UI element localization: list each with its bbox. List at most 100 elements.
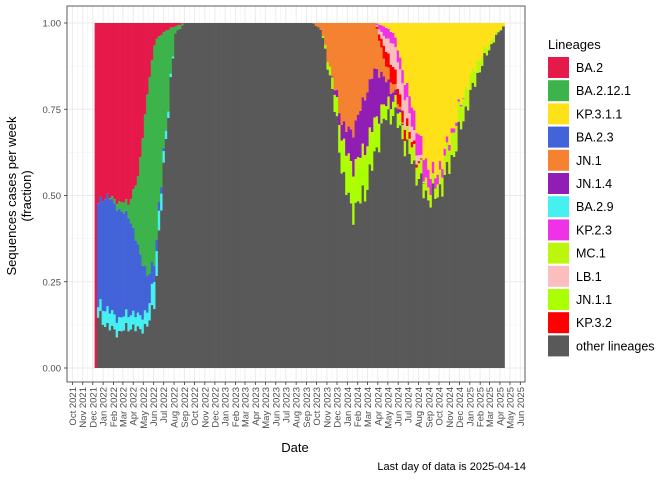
bar-segment xyxy=(406,83,409,97)
bar-segment xyxy=(378,25,381,30)
bar-segment xyxy=(383,77,386,105)
bar-segment xyxy=(127,331,130,368)
bar-segment xyxy=(408,132,411,139)
legend-swatch xyxy=(548,103,569,124)
bar-segment xyxy=(378,124,381,130)
bar-segment xyxy=(439,23,442,161)
bar-segment xyxy=(462,99,465,121)
bar-segment xyxy=(380,104,383,108)
bar-segment xyxy=(109,198,112,199)
bar-segment xyxy=(408,23,411,96)
bar-segment xyxy=(369,127,372,135)
x-tick-label: May 2023 xyxy=(261,387,272,429)
y-tick-label: 0.00 xyxy=(43,364,62,375)
bar-segment xyxy=(280,23,283,368)
bar-segment xyxy=(324,49,327,368)
bar-segment xyxy=(446,162,449,368)
bar-segment xyxy=(343,121,346,139)
bar-segment xyxy=(322,38,325,368)
bar-segment xyxy=(441,169,444,178)
bar-segment xyxy=(301,23,304,368)
y-tick-label: 1.00 xyxy=(43,19,62,30)
bar-segment xyxy=(359,158,362,169)
bar-segment xyxy=(109,330,112,368)
bar-segment xyxy=(102,201,105,311)
bar-segment xyxy=(99,311,102,368)
bar-segment xyxy=(153,23,156,45)
bar-segment xyxy=(364,166,367,202)
bar-segment xyxy=(359,23,362,111)
bar-segment xyxy=(455,151,458,368)
bar-segment xyxy=(490,44,493,368)
bar-segment xyxy=(317,27,320,368)
bar-segment xyxy=(160,35,163,187)
bar-segment xyxy=(113,199,116,203)
bar-segment xyxy=(95,23,98,368)
x-tick-label: Jul 2023 xyxy=(281,387,292,423)
bar-segment xyxy=(458,122,461,368)
bar-segment xyxy=(448,145,451,151)
bar-segment xyxy=(172,27,175,56)
bar-segment xyxy=(305,23,308,368)
y-tick-label: 0.50 xyxy=(43,191,62,202)
bar-segment xyxy=(413,23,416,111)
bar-segment xyxy=(315,26,318,368)
bar-segment xyxy=(397,89,400,104)
bar-segment xyxy=(401,139,404,368)
bar-segment xyxy=(153,266,156,282)
y-axis-title-line-2: (fraction) xyxy=(19,170,34,221)
bar-segment xyxy=(488,44,491,50)
bar-segment xyxy=(465,23,468,86)
legend-label: JN.1.4 xyxy=(576,177,612,191)
legend-label: LB.1 xyxy=(576,270,602,284)
bar-segment xyxy=(497,32,500,368)
bar-segment xyxy=(486,23,489,48)
bar-segment xyxy=(413,144,416,160)
bar-segment xyxy=(446,142,449,162)
bar-segment xyxy=(404,23,407,85)
bar-segment xyxy=(390,109,393,115)
bar-segment xyxy=(495,23,498,32)
bar-segment xyxy=(158,202,161,211)
bar-segment xyxy=(474,87,477,368)
bar-segment xyxy=(497,23,500,30)
bar-segment xyxy=(97,23,100,203)
bar-segment xyxy=(348,162,351,193)
bar-segment xyxy=(139,254,142,315)
bar-segment xyxy=(392,116,395,368)
bar-segment xyxy=(160,210,163,368)
bar-segment xyxy=(394,47,397,69)
bar-segment xyxy=(427,200,430,368)
bar-segment xyxy=(319,23,322,30)
bar-segment xyxy=(392,33,395,44)
bar-segment xyxy=(394,107,397,368)
bar-segment xyxy=(427,187,430,200)
bar-segment xyxy=(493,38,496,43)
bar-segment xyxy=(383,104,386,107)
bar-segment xyxy=(116,323,119,337)
legend-swatch xyxy=(548,80,569,101)
bar-segment xyxy=(420,159,423,173)
bar-segment xyxy=(336,90,339,97)
bar-segment xyxy=(132,228,135,311)
bar-segment xyxy=(141,138,144,265)
bar-segment xyxy=(357,201,360,368)
bar-segment xyxy=(268,23,271,368)
bar-segment xyxy=(362,153,365,185)
bar-segment xyxy=(364,23,367,100)
bar-segment xyxy=(273,23,276,368)
bar-segment xyxy=(139,329,142,368)
legend-label: KP.3.2 xyxy=(576,316,612,330)
bar-segment xyxy=(123,213,126,316)
bar-segment xyxy=(125,211,128,310)
bar-segment xyxy=(137,244,140,312)
bar-segment xyxy=(390,83,393,94)
bar-segment xyxy=(195,23,198,368)
bar-segment xyxy=(366,156,369,190)
bar-segment xyxy=(249,23,252,368)
bar-segment xyxy=(401,124,404,125)
bar-segment xyxy=(125,309,128,323)
bar-segment xyxy=(137,326,140,368)
bar-segment xyxy=(120,331,123,368)
bar-segment xyxy=(120,211,123,317)
